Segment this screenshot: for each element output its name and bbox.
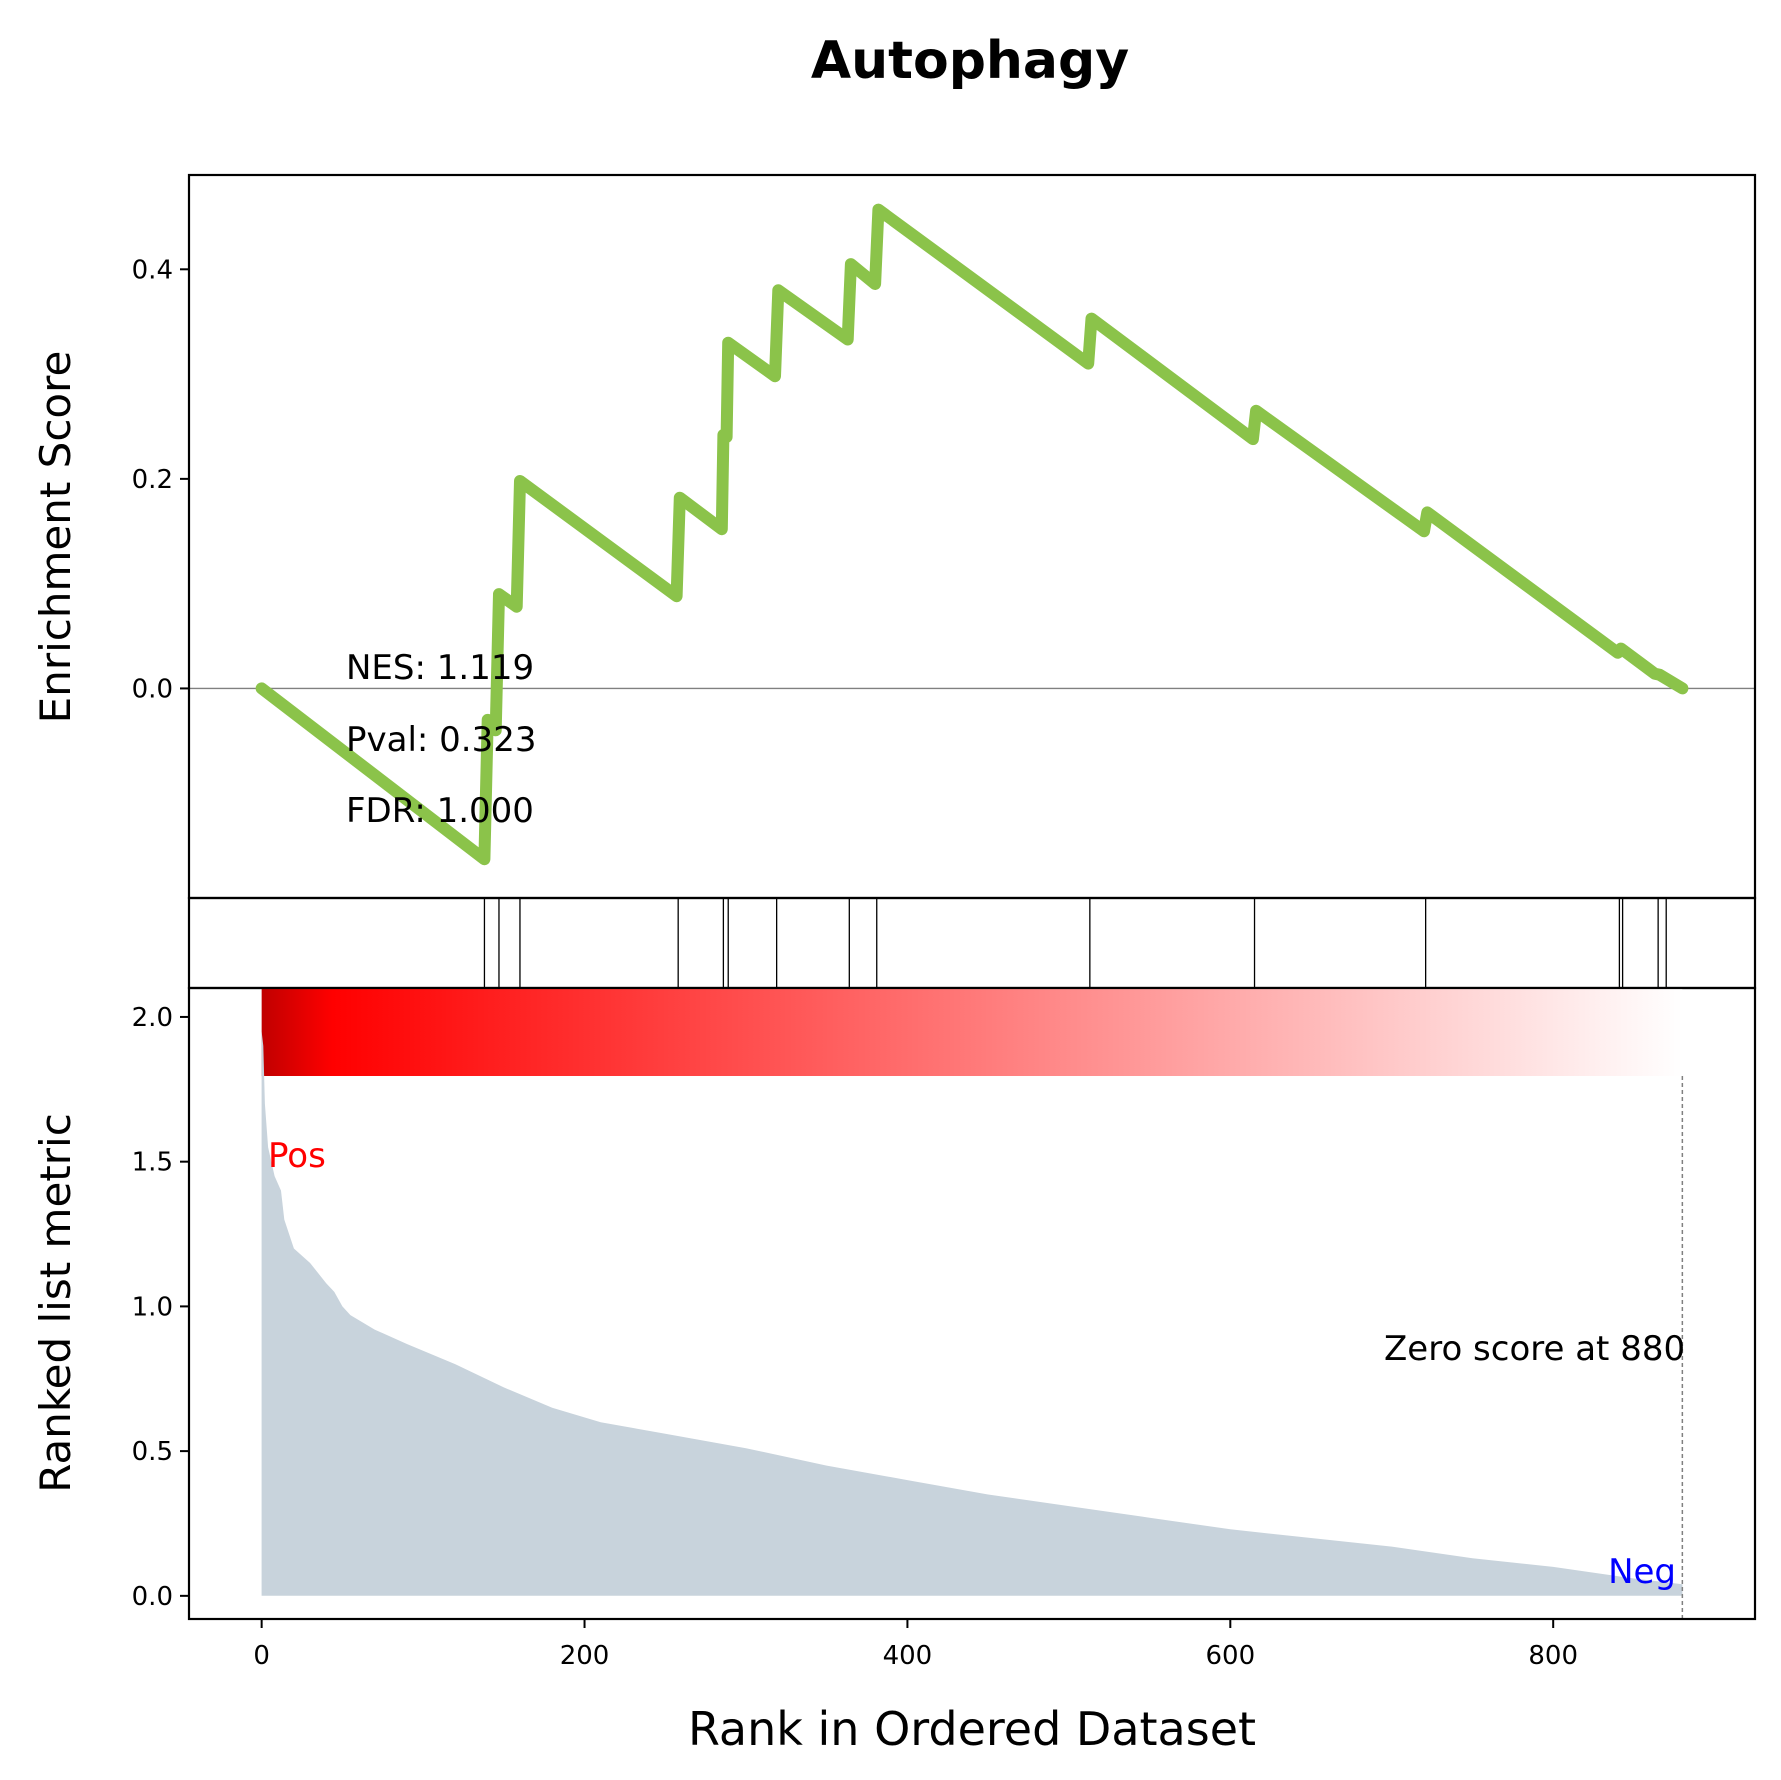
x-tick-label: 200 — [560, 1641, 610, 1671]
rank-ytick-label: 2.0 — [132, 1003, 173, 1033]
ranked-metric-area — [261, 1031, 1683, 1596]
pval-label: Pval: 0.323 — [346, 720, 537, 760]
rank-ytick-label: 0.5 — [132, 1437, 173, 1467]
x-axis-label: Rank in Ordered Dataset — [688, 1702, 1256, 1756]
fdr-label: FDR: 1.000 — [346, 791, 534, 831]
x-tick-label: 0 — [253, 1641, 270, 1671]
es-line — [255, 203, 1689, 866]
hits-panel-frame — [187, 896, 1757, 990]
x-tick-label: 600 — [1205, 1641, 1255, 1671]
rank-panel-frame — [187, 986, 1757, 1621]
rank-ytick-label: 1.0 — [132, 1292, 173, 1322]
chart-title: Autophagy — [811, 31, 1129, 91]
rank-panel: 0.0 0.5 1.0 1.5 2.0 Ranked list metric Pos N… — [31, 986, 1757, 1621]
es-panel: 0.0 0.2 0.4 Enrichment Score NES: 1.119 Pv… — [31, 173, 1757, 900]
es-ylabel: Enrichment Score — [31, 351, 80, 724]
rank-ylabel: Ranked list metric — [31, 1113, 80, 1493]
x-tick-label: 800 — [1528, 1641, 1578, 1671]
nes-label: NES: 1.119 — [346, 648, 534, 688]
es-ytick-label: 0.4 — [132, 255, 173, 285]
rank-heatmap-bar — [261, 989, 1683, 1076]
pos-label: Pos — [268, 1136, 326, 1176]
rank-ytick-label: 1.5 — [132, 1148, 173, 1178]
es-ytick-label: 0.0 — [132, 674, 173, 704]
neg-label: Neg — [1608, 1552, 1676, 1592]
rank-ytick-label: 0.0 — [132, 1582, 173, 1612]
es-ytick-label: 0.2 — [132, 465, 173, 495]
zero-score-label: Zero score at 880 — [1384, 1329, 1685, 1369]
x-tick-label: 400 — [883, 1641, 933, 1671]
hits-panel — [187, 896, 1757, 990]
